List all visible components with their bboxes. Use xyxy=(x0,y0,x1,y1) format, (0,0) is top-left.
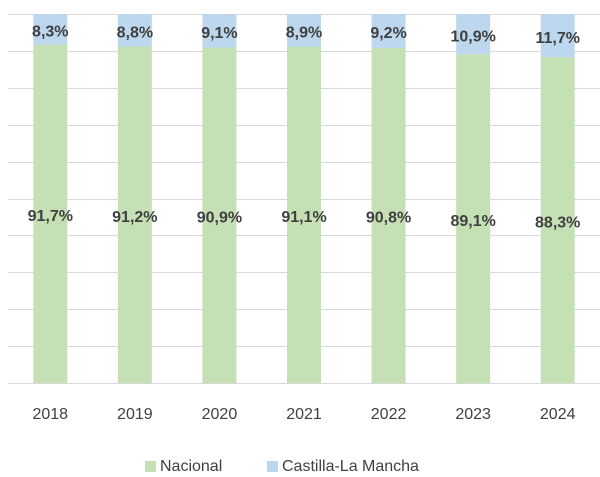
value-label: 9,2% xyxy=(370,25,406,42)
value-label: 9,1% xyxy=(201,25,237,42)
bar-segment xyxy=(202,47,237,383)
value-label: 8,9% xyxy=(286,25,322,42)
bar-segment xyxy=(33,14,68,45)
bar-segment xyxy=(371,14,406,48)
value-label: 8,3% xyxy=(32,24,68,41)
legend-label: Castilla-La Mancha xyxy=(282,458,419,475)
legend-swatch xyxy=(267,461,278,472)
bar-segment xyxy=(287,46,321,383)
value-label: 8,8% xyxy=(117,24,153,41)
x-tick-label: 2022 xyxy=(371,406,407,423)
bar-segment xyxy=(33,44,68,383)
bar-segment xyxy=(456,14,491,55)
x-tick-label: 2020 xyxy=(202,406,238,423)
value-label: 89,1% xyxy=(450,213,495,230)
value-label: 10,9% xyxy=(450,28,495,45)
value-label: 90,8% xyxy=(366,210,411,227)
bar-segment xyxy=(456,54,491,383)
bar-segment xyxy=(202,14,237,48)
value-label: 11,7% xyxy=(535,30,579,47)
value-label: 91,7% xyxy=(28,208,73,225)
bar-segment xyxy=(117,14,152,47)
bar-segment xyxy=(540,57,575,383)
bar-segment xyxy=(287,14,321,47)
x-tick-label: 2018 xyxy=(32,406,68,423)
x-tick-label: 2024 xyxy=(540,406,576,423)
legend-label: Nacional xyxy=(160,458,222,475)
value-label: 90,9% xyxy=(197,210,242,227)
bar-segment xyxy=(540,14,575,58)
bar-segment xyxy=(117,46,152,384)
bar-segment xyxy=(371,47,406,384)
value-label: 91,1% xyxy=(281,209,326,226)
value-label: 91,2% xyxy=(112,209,157,226)
value-label: 88,3% xyxy=(535,214,580,231)
legend-swatch xyxy=(145,461,156,472)
x-tick-label: 2021 xyxy=(286,406,322,423)
x-tick-label: 2019 xyxy=(117,406,153,423)
x-tick-label: 2023 xyxy=(455,406,491,423)
